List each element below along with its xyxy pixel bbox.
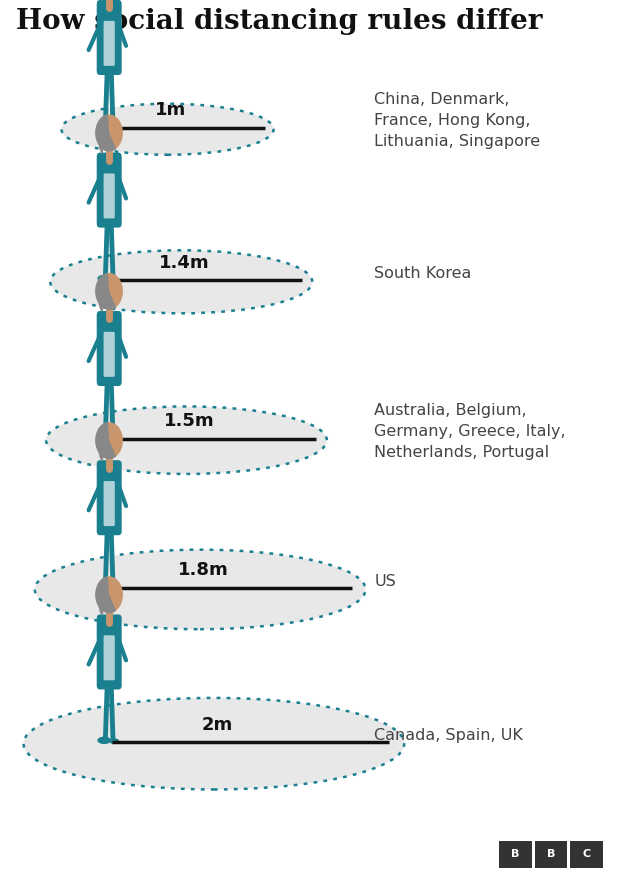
Ellipse shape <box>99 299 103 312</box>
Text: 1m: 1m <box>155 101 186 120</box>
Wedge shape <box>95 114 116 152</box>
Circle shape <box>95 576 123 613</box>
FancyBboxPatch shape <box>104 332 115 377</box>
Wedge shape <box>95 422 116 459</box>
Ellipse shape <box>109 584 119 590</box>
Text: 2m: 2m <box>202 716 233 733</box>
FancyBboxPatch shape <box>104 21 115 65</box>
Wedge shape <box>95 272 116 310</box>
FancyBboxPatch shape <box>97 311 122 386</box>
Text: US: US <box>374 574 396 588</box>
Bar <box>499 842 532 868</box>
Circle shape <box>95 273 123 310</box>
Ellipse shape <box>50 251 313 313</box>
FancyBboxPatch shape <box>97 460 122 535</box>
FancyBboxPatch shape <box>104 174 115 218</box>
Circle shape <box>95 423 123 459</box>
Bar <box>570 842 603 868</box>
Text: 1.5m: 1.5m <box>164 412 215 430</box>
Ellipse shape <box>109 277 119 282</box>
FancyBboxPatch shape <box>97 615 122 690</box>
FancyBboxPatch shape <box>104 481 115 526</box>
Ellipse shape <box>97 433 111 441</box>
Text: Australia, Belgium,
Germany, Greece, Italy,
Netherlands, Portugal: Australia, Belgium, Germany, Greece, Ita… <box>374 403 566 460</box>
Ellipse shape <box>109 739 119 744</box>
FancyBboxPatch shape <box>97 0 122 75</box>
Text: B: B <box>547 849 555 859</box>
FancyBboxPatch shape <box>97 153 122 228</box>
Text: 1.8m: 1.8m <box>178 561 229 580</box>
Ellipse shape <box>24 698 404 789</box>
Text: Canada, Spain, UK: Canada, Spain, UK <box>374 728 524 743</box>
Bar <box>535 842 567 868</box>
Wedge shape <box>95 576 116 614</box>
Ellipse shape <box>97 582 111 590</box>
Ellipse shape <box>109 124 119 130</box>
Ellipse shape <box>99 601 103 615</box>
Ellipse shape <box>97 122 111 130</box>
Ellipse shape <box>35 550 366 629</box>
Ellipse shape <box>99 448 103 461</box>
FancyBboxPatch shape <box>104 636 115 680</box>
Ellipse shape <box>97 275 111 282</box>
Text: C: C <box>583 849 591 859</box>
Circle shape <box>95 114 123 151</box>
Text: 1.4m: 1.4m <box>159 254 210 272</box>
Ellipse shape <box>109 435 119 441</box>
Text: South Korea: South Korea <box>374 266 472 281</box>
Text: B: B <box>511 849 520 859</box>
Text: China, Denmark,
France, Hong Kong,
Lithuania, Singapore: China, Denmark, France, Hong Kong, Lithu… <box>374 93 540 149</box>
Ellipse shape <box>61 104 273 155</box>
Ellipse shape <box>97 737 111 744</box>
Ellipse shape <box>46 407 327 474</box>
Text: How social distancing rules differ: How social distancing rules differ <box>16 9 542 35</box>
Ellipse shape <box>99 140 103 154</box>
